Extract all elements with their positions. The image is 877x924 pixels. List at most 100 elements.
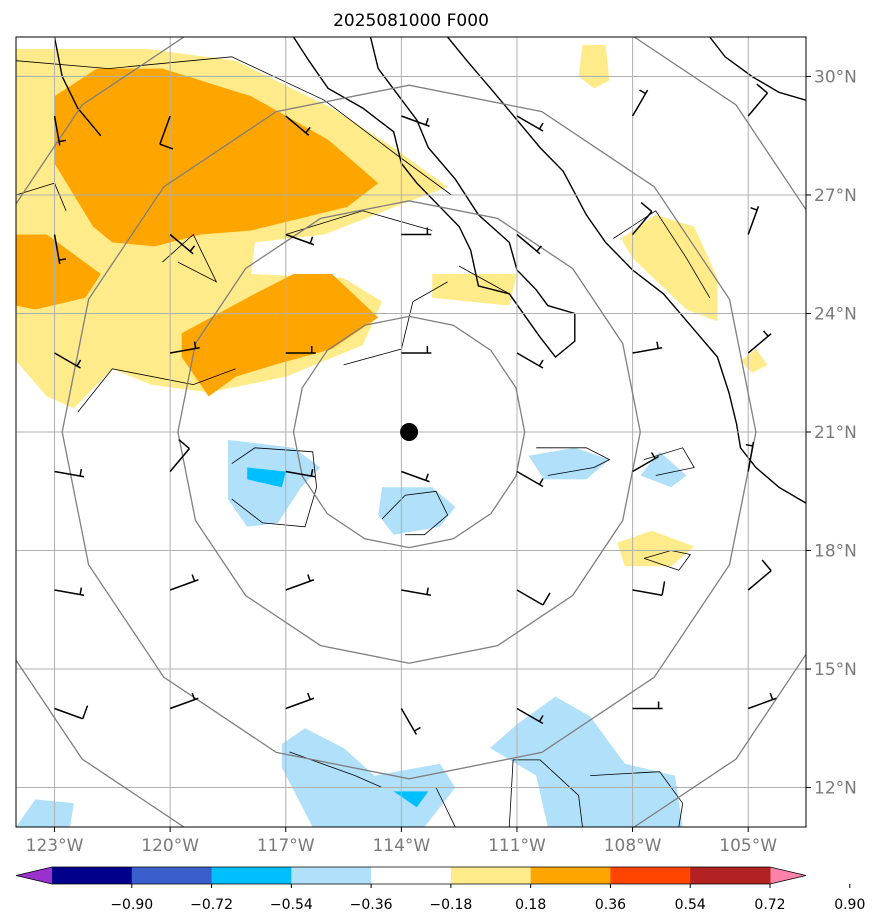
colorbar-tick-label: −0.72 [190,897,233,913]
filled-region-14 [490,696,683,827]
wind-barb [516,115,544,132]
wind-barb [159,115,174,150]
wind-barb [285,346,316,354]
wind-barb [516,470,544,488]
filled-region-8 [181,274,379,397]
coastline-0 [53,37,102,137]
wind-barb [169,438,191,472]
filled-region-10 [378,487,456,535]
x-tick-label: 108°W [604,836,662,856]
range-ring-3 [16,37,806,827]
y-tick-label: 27°N [814,186,857,206]
x-tick-label: 120°W [141,836,199,856]
coastline-1 [292,37,576,358]
wind-barb [632,201,653,235]
wind-barb [285,468,316,478]
filled-region-17 [393,791,429,808]
y-axis-ticks: 30°N 27°N 24°N 21°N 18°N 15°N 12°N [806,68,857,799]
wind-barb [747,330,772,354]
wind-barb [401,115,430,127]
wind-barb [747,83,769,117]
colorbar-tick-label: 0.90 [834,897,865,913]
x-axis-ticks: 123°W 120°W 117°W 114°W 111°W 108°W 105°W [26,827,777,856]
wind-barb [632,581,666,596]
filled-region-3 [621,214,718,322]
colorbar-tick-label: −0.54 [270,897,313,913]
wind-barb [401,346,432,354]
wind-barb [632,341,663,354]
contour-line-0 [77,368,236,413]
wind-barb [747,692,777,710]
colorbar-tick-label: −0.90 [110,897,153,913]
colorbar-extend-min [16,867,52,884]
chart-title: 2025081000 F000 [333,11,489,31]
wind-barb [169,233,196,255]
contour-line-4 [613,210,711,298]
y-tick-label: 24°N [814,305,857,325]
filled-region-11 [528,447,610,480]
contour-line-2 [343,281,448,366]
colorbar-segment [610,867,691,884]
x-tick-label: 123°W [26,836,84,856]
wind-barb [169,574,199,591]
gridlines [16,37,806,827]
wind-barb [516,352,544,369]
y-tick-label: 18°N [814,542,857,562]
range-ring-2 [61,84,757,780]
filled-region-7 [16,234,101,310]
wind-barb [745,441,755,472]
colorbar-segment [690,867,771,884]
wind-barb [516,707,544,725]
filled-region-15 [16,799,74,827]
colorbar-tick-label: −0.36 [350,897,393,913]
colorbar-outline [15,866,807,885]
contour-line-7 [536,447,611,476]
wind-barb [516,233,542,255]
wind-barb [285,115,311,136]
colorbar-segment [211,867,292,884]
x-tick-label: 105°W [719,836,777,856]
map-plot-area [16,37,806,827]
colorbar-tick-label: 0.18 [515,897,546,913]
wind-barb [632,701,663,710]
contour-line-11 [508,759,583,827]
contour-line-5 [231,447,318,528]
filled-contours [16,44,768,827]
contour-line-3 [459,265,510,295]
wind-barb [747,206,760,235]
contour-lines [16,56,711,827]
x-tick-label: 114°W [372,836,430,856]
contour-line-15 [16,56,452,196]
wind-barb [54,587,85,596]
y-tick-label: 21°N [814,423,857,443]
storm-center [400,423,419,441]
colorbar-extend-max [770,867,806,884]
colorbar-tick-label: 0.54 [675,897,706,913]
colorbar-tick-label: −0.18 [429,897,472,913]
wind-barb [401,227,432,236]
wind-barb [400,708,421,735]
wind-barb [53,115,67,146]
colorbar-segment [530,867,611,884]
colorbar-segment [291,867,372,884]
wind-barb [401,470,430,483]
filled-region-4 [740,349,768,373]
wind-barb [631,89,649,117]
colorbar-tick-label: 0.36 [595,897,626,913]
wind-barbs [53,83,777,735]
filled-region-6 [54,68,379,247]
wind-barb [54,352,82,369]
x-tick-label: 117°W [257,836,315,856]
wind-barb [169,692,199,710]
wind-barb [285,692,315,710]
colorbar-segment [371,867,452,884]
wind-barb [170,341,200,354]
storm-center-marker [400,423,419,441]
filled-region-16 [247,467,286,488]
contour-line-13 [162,233,218,283]
filled-region-2 [578,44,610,89]
y-tick-label: 12°N [814,779,857,799]
contour-line-9 [643,550,692,571]
wind-barb [54,468,85,478]
y-tick-label: 30°N [814,68,857,88]
